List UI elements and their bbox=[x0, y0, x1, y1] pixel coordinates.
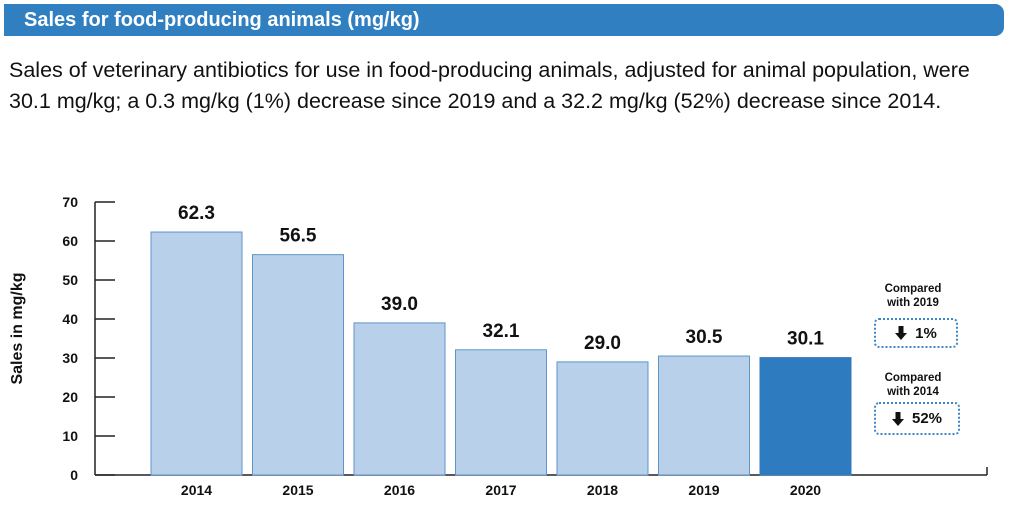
y-axis-title: Sales in mg/kg bbox=[9, 272, 26, 384]
x-tick-label-2019: 2019 bbox=[688, 482, 719, 498]
bar-2017 bbox=[455, 349, 547, 476]
x-tick-label-2016: 2016 bbox=[384, 482, 415, 498]
bar-chart: Sales in mg/kg 0 10 20 30 40 50 60 70 62.3 2014 56.… bbox=[9, 194, 988, 498]
value-label-2018: 29.0 bbox=[584, 333, 621, 354]
callout-2014-title: Compared with 2014 bbox=[848, 371, 978, 399]
value-label-2019: 30.5 bbox=[686, 327, 723, 348]
value-label-2020: 30.1 bbox=[787, 329, 824, 350]
y-tick-label: 50 bbox=[62, 272, 78, 288]
callout-2019-title: Compared with 2019 bbox=[848, 282, 978, 310]
callout-2014-title-line2: with 2014 bbox=[887, 386, 939, 398]
bar-2018 bbox=[556, 361, 649, 476]
x-tick-label-2014: 2014 bbox=[181, 482, 212, 498]
value-label-2016: 39.0 bbox=[381, 294, 418, 315]
callout-2019-value: 1% bbox=[915, 324, 937, 342]
callout-2019-box: 1% bbox=[874, 318, 958, 348]
arrow-down-icon bbox=[891, 411, 904, 426]
callout-2019-title-line1: Compared bbox=[884, 283, 942, 295]
y-tick-label: 0 bbox=[70, 467, 78, 483]
bar-2019 bbox=[658, 355, 750, 476]
bar-2020 bbox=[759, 357, 852, 476]
value-label-2015: 56.5 bbox=[280, 226, 317, 247]
y-tick-label: 60 bbox=[62, 233, 78, 249]
bar-2015 bbox=[252, 254, 344, 476]
y-tick-label: 20 bbox=[62, 389, 78, 405]
x-tick-label-2017: 2017 bbox=[485, 482, 516, 498]
callout-2014-box: 52% bbox=[874, 402, 960, 435]
y-tick-label: 10 bbox=[62, 428, 78, 444]
callout-2014-title-line1: Compared bbox=[884, 372, 942, 384]
summary-text: Sales of veterinary antibiotics for use … bbox=[9, 58, 970, 113]
value-label-2017: 32.1 bbox=[483, 321, 520, 342]
y-tick-label: 40 bbox=[62, 311, 78, 327]
y-tick-label: 30 bbox=[62, 350, 78, 366]
page-title: Sales for food-producing animals (mg/kg) bbox=[24, 9, 420, 31]
x-tick-label-2018: 2018 bbox=[587, 482, 618, 498]
bar-2016 bbox=[353, 322, 446, 476]
bar-2014 bbox=[150, 231, 243, 476]
arrow-down-icon bbox=[895, 326, 908, 340]
x-tick-label-2015: 2015 bbox=[282, 482, 313, 498]
value-label-2014: 62.3 bbox=[178, 203, 215, 224]
callout-2019-title-line2: with 2019 bbox=[887, 297, 939, 309]
x-tick-label-2020: 2020 bbox=[790, 482, 821, 498]
y-tick-label: 70 bbox=[62, 194, 78, 210]
callout-2014-value: 52% bbox=[911, 410, 943, 427]
header-bar: Sales for food-producing animals (mg/kg) bbox=[4, 4, 1004, 36]
